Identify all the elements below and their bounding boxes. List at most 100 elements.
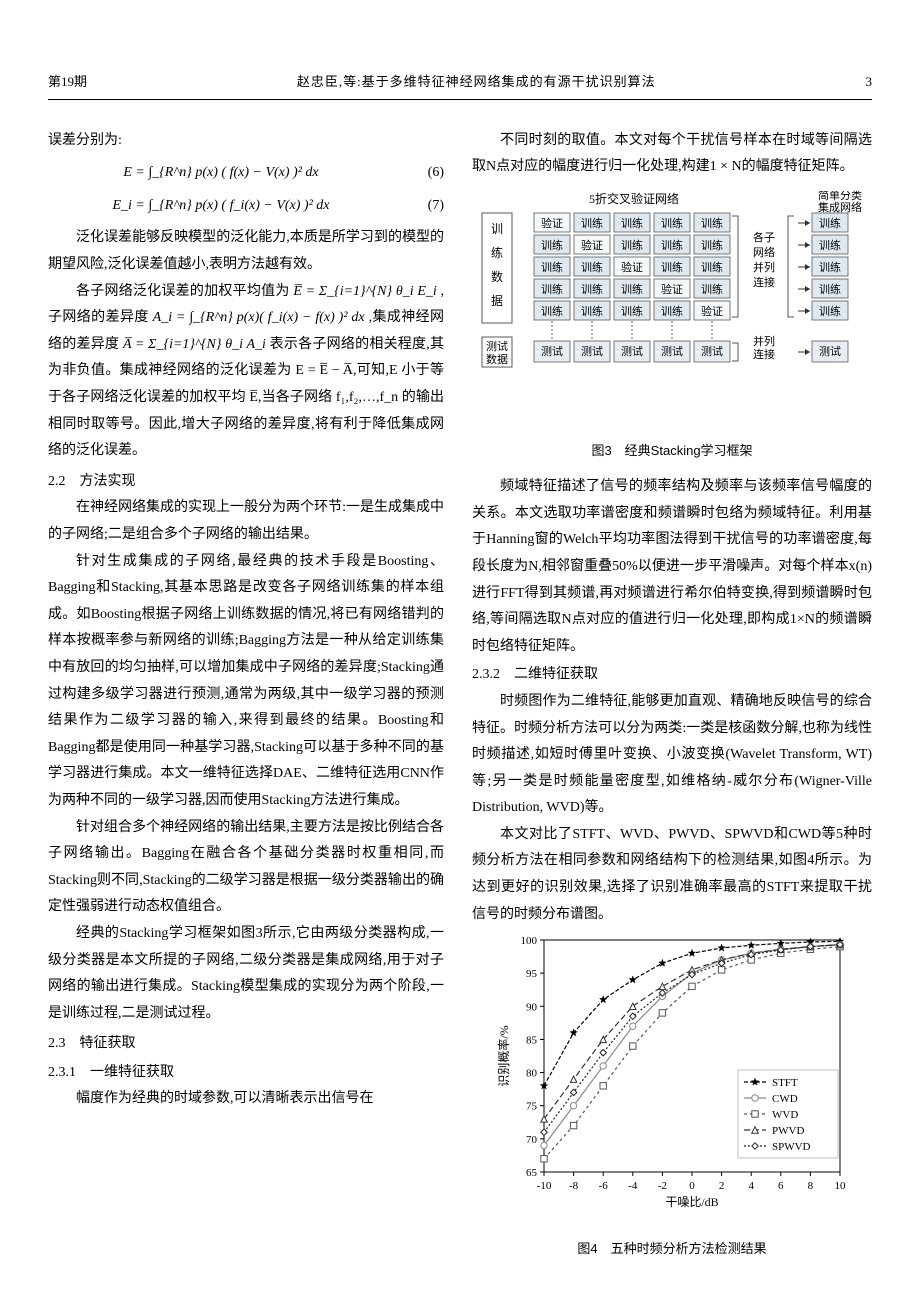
svg-text:训练: 训练 <box>621 282 643 296</box>
svg-text:100: 100 <box>521 935 538 947</box>
svg-text:连接: 连接 <box>753 348 775 361</box>
para-generalization: 泛化误差能够反映模型的泛化能力,本质是所学习到的模型的期望风险,泛化误差值越小,… <box>48 225 444 278</box>
svg-text:CWD: CWD <box>772 1093 798 1105</box>
svg-text:训练: 训练 <box>621 238 643 252</box>
svg-text:训练: 训练 <box>581 304 603 318</box>
para-tf-compare: 本文对比了STFT、WVD、PWVD、SPWVD和CWD等5种时频分析方法在相同… <box>472 822 872 928</box>
figure-3: 5折交叉验证网络简单分类集成网络训练数据验证训练训练训练训练训练验证训练训练训练… <box>472 191 872 432</box>
svg-text:训练: 训练 <box>541 282 563 296</box>
svg-text:测试: 测试 <box>541 345 563 358</box>
running-header: 第19期 赵忠臣,等:基于多维特征神经网络集成的有源干扰识别算法 3 <box>48 70 872 100</box>
svg-text:据: 据 <box>491 294 503 308</box>
svg-text:各子: 各子 <box>753 230 775 244</box>
svg-text:训练: 训练 <box>701 282 723 296</box>
svg-text:75: 75 <box>526 1101 538 1113</box>
running-title: 赵忠臣,等:基于多维特征神经网络集成的有源干扰识别算法 <box>87 70 865 95</box>
svg-text:训练: 训练 <box>819 260 841 274</box>
svg-text:测试: 测试 <box>486 340 508 353</box>
svg-text:-2: -2 <box>658 1180 667 1192</box>
inline-math: E̅ = Σ_{i=1}^{N} θ_i E_i <box>293 284 440 299</box>
svg-text:-4: -4 <box>628 1180 638 1192</box>
svg-text:WVD: WVD <box>772 1109 798 1121</box>
inline-math: A̅ = Σ_{i=1}^{N} θ_i A_i <box>123 337 270 352</box>
svg-text:训练: 训练 <box>661 216 683 230</box>
detection-chart-svg: 65707580859095100-10-8-6-4-20246810干噪比/d… <box>492 928 852 1218</box>
figure-3-caption: 图3 经典Stacking学习框架 <box>472 439 872 464</box>
svg-text:6: 6 <box>778 1180 784 1192</box>
svg-text:95: 95 <box>526 968 538 980</box>
svg-text:训练: 训练 <box>621 216 643 230</box>
svg-text:集成网络: 集成网络 <box>818 200 862 214</box>
svg-text:训练: 训练 <box>819 216 841 230</box>
right-column: 不同时刻的取值。本文对每个干扰信号样本在时域等间隔选取N点对应的幅度进行归一化处… <box>472 128 872 1272</box>
para-tf-image: 时频图作为二维特征,能够更加直观、精确地反映信号的综合特征。时频分析方法可以分为… <box>472 689 872 822</box>
svg-text:验证: 验证 <box>701 304 723 318</box>
svg-text:验证: 验证 <box>541 216 563 230</box>
svg-text:测试: 测试 <box>621 345 643 358</box>
svg-text:训练: 训练 <box>581 216 603 230</box>
svg-text:识别概率/%: 识别概率/% <box>496 1026 511 1087</box>
svg-text:训练: 训练 <box>819 238 841 252</box>
svg-text:10: 10 <box>835 1180 847 1192</box>
svg-text:并列: 并列 <box>753 334 775 348</box>
svg-text:训练: 训练 <box>541 304 563 318</box>
svg-text:2: 2 <box>719 1180 725 1192</box>
svg-text:8: 8 <box>808 1180 814 1192</box>
two-column-body: 误差分别为: E = ∫_{R^n} p(x) ( f(x) − V(x) )²… <box>48 128 872 1272</box>
svg-text:5折交叉验证网络: 5折交叉验证网络 <box>589 191 679 206</box>
para-time-domain-cont: 不同时刻的取值。本文对每个干扰信号样本在时域等间隔选取N点对应的幅度进行归一化处… <box>472 128 872 181</box>
svg-text:65: 65 <box>526 1167 538 1179</box>
svg-text:数: 数 <box>491 269 503 284</box>
heading-2-3-1: 2.3.1 一维特征获取 <box>48 1060 444 1087</box>
svg-text:训练: 训练 <box>819 304 841 318</box>
svg-text:训练: 训练 <box>661 304 683 318</box>
svg-text:连接: 连接 <box>753 276 775 289</box>
svg-text:训练: 训练 <box>621 304 643 318</box>
figure-4: 65707580859095100-10-8-6-4-20246810干噪比/d… <box>472 928 872 1229</box>
equation-6: E = ∫_{R^n} p(x) ( f(x) − V(x) )² dx (6) <box>48 160 444 187</box>
issue-number: 第19期 <box>48 70 87 95</box>
svg-text:-8: -8 <box>569 1180 579 1192</box>
svg-text:测试: 测试 <box>701 345 723 358</box>
svg-text:0: 0 <box>689 1180 695 1192</box>
svg-text:训练: 训练 <box>541 260 563 274</box>
svg-text:网络: 网络 <box>753 245 775 259</box>
svg-text:并列: 并列 <box>753 260 775 274</box>
para-weighted-avg: 各子网络泛化误差的加权平均值为 E̅ = Σ_{i=1}^{N} θ_i E_i… <box>48 279 444 465</box>
para-errors-intro: 误差分别为: <box>48 128 444 155</box>
stacking-diagram-svg: 5折交叉验证网络简单分类集成网络训练数据验证训练训练训练训练训练验证训练训练训练… <box>472 191 872 421</box>
heading-2-2: 2.2 方法实现 <box>48 469 444 496</box>
inline-math: A_i = ∫_{R^n} p(x)( f_i(x) − f(x) )² dx <box>153 310 365 325</box>
svg-text:85: 85 <box>526 1035 538 1047</box>
svg-text:数据: 数据 <box>486 352 508 366</box>
svg-text:验证: 验证 <box>621 260 643 274</box>
equation-7-body: E_i = ∫_{R^n} p(x) ( f_i(x) − V(x) )² dx <box>48 193 394 220</box>
svg-text:训练: 训练 <box>661 238 683 252</box>
svg-text:STFT: STFT <box>772 1077 798 1089</box>
equation-7: E_i = ∫_{R^n} p(x) ( f_i(x) − V(x) )² dx… <box>48 193 444 220</box>
svg-text:训练: 训练 <box>701 216 723 230</box>
svg-text:验证: 验证 <box>581 238 603 252</box>
heading-2-3: 2.3 特征获取 <box>48 1031 444 1058</box>
para-boosting-bagging-stacking: 针对生成集成的子网络,最经典的技术手段是Boosting、Bagging和Sta… <box>48 549 444 815</box>
svg-text:-6: -6 <box>599 1180 609 1192</box>
svg-text:练: 练 <box>491 245 503 260</box>
figure-4-caption: 图4 五种时频分析方法检测结果 <box>472 1237 872 1262</box>
svg-text:测试: 测试 <box>581 345 603 358</box>
svg-text:90: 90 <box>526 1002 538 1014</box>
para-freq-feature: 频域特征描述了信号的频率结构及频率与该频率信号幅度的关系。本文选取功率谱密度和频… <box>472 474 872 660</box>
svg-text:80: 80 <box>526 1068 538 1080</box>
para-impl: 在神经网络集成的实现上一般分为两个环节:一是生成集成中的子网络;二是组合多个子网… <box>48 495 444 548</box>
para-stacking-framework: 经典的Stacking学习框架如图3所示,它由两级分类器构成,一级分类器是本文所… <box>48 921 444 1027</box>
svg-text:训练: 训练 <box>581 282 603 296</box>
svg-text:训练: 训练 <box>541 238 563 252</box>
left-column: 误差分别为: E = ∫_{R^n} p(x) ( f(x) − V(x) )²… <box>48 128 444 1272</box>
svg-text:训练: 训练 <box>661 260 683 274</box>
svg-text:SPWVD: SPWVD <box>772 1141 811 1153</box>
equation-6-body: E = ∫_{R^n} p(x) ( f(x) − V(x) )² dx <box>48 160 394 187</box>
svg-text:训练: 训练 <box>701 238 723 252</box>
svg-text:干噪比/dB: 干噪比/dB <box>665 1195 718 1209</box>
heading-2-3-2: 2.3.2 二维特征获取 <box>472 662 872 689</box>
text-seg: 各子网络泛化误差的加权平均值为 <box>76 284 290 299</box>
para-combine-outputs: 针对组合多个神经网络的输出结果,主要方法是按比例结合各子网络输出。Bagging… <box>48 815 444 921</box>
